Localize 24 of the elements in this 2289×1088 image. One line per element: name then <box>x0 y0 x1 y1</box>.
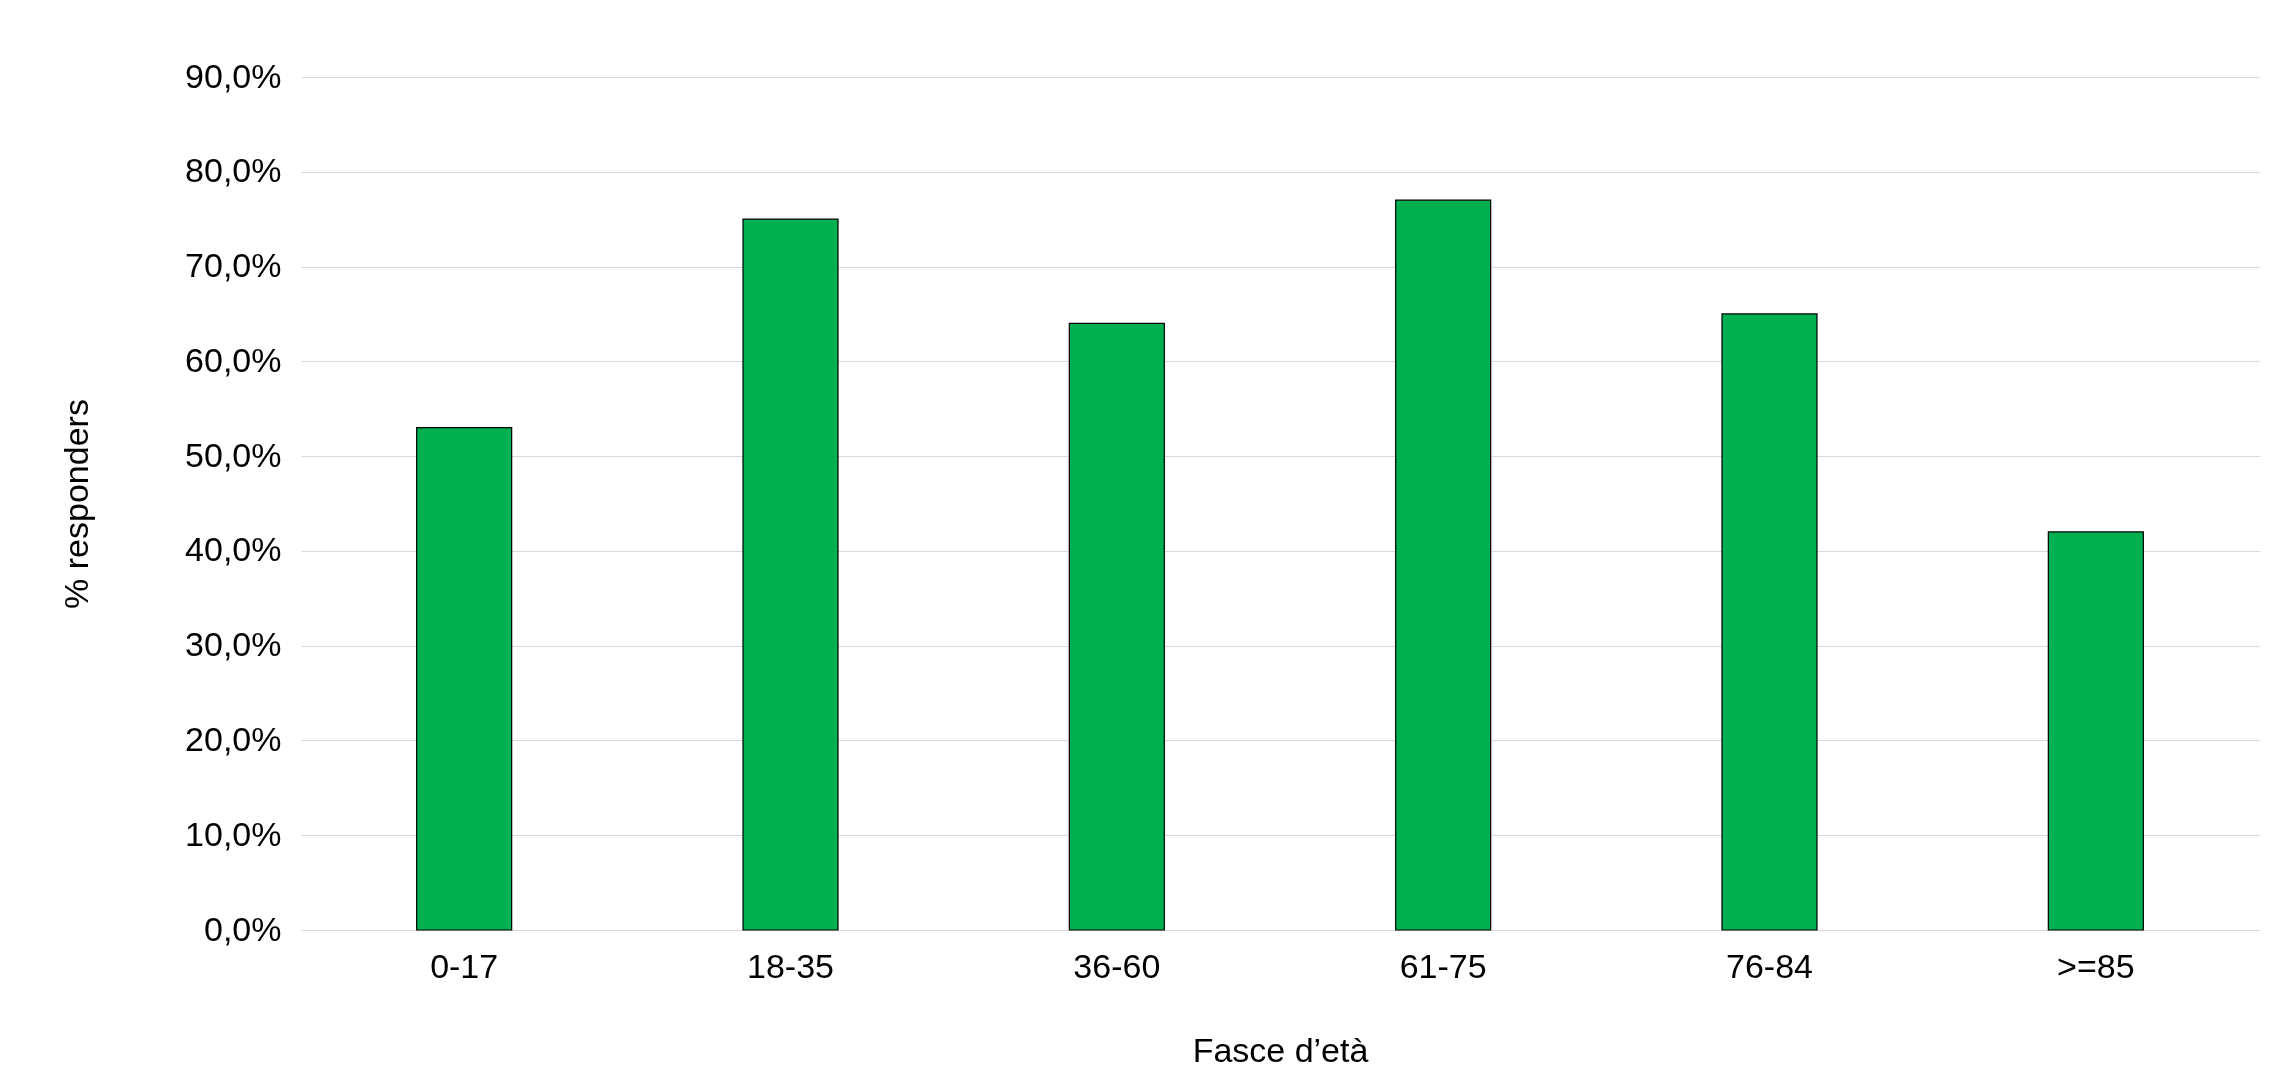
y-tick-label: 30,0% <box>185 625 282 664</box>
bar <box>1068 322 1165 931</box>
x-tick-label: 0-17 <box>430 946 499 985</box>
bar <box>416 427 513 931</box>
y-tick-label: 80,0% <box>185 151 282 190</box>
y-tick-label: 20,0% <box>185 719 282 758</box>
x-tick-label: >=85 <box>2057 946 2135 985</box>
y-axis-title: % responders <box>57 399 96 609</box>
y-tick-label: 10,0% <box>185 814 282 853</box>
x-axis-title: Fasce d’età <box>1192 1030 1369 1069</box>
y-tick-label: 0,0% <box>204 909 282 948</box>
x-tick-label: 76-84 <box>1726 946 1813 985</box>
x-tick-label: 18-35 <box>747 946 834 985</box>
y-tick-label: 90,0% <box>185 56 282 95</box>
y-tick-label: 60,0% <box>185 340 282 379</box>
bar <box>1721 313 1818 931</box>
y-tick-label: 40,0% <box>185 530 282 569</box>
y-tick-label: 70,0% <box>185 246 282 285</box>
bar <box>2047 531 2144 931</box>
y-tick-label: 50,0% <box>185 435 282 474</box>
bar <box>742 218 839 931</box>
x-tick-label: 61-75 <box>1399 946 1487 985</box>
bar <box>1395 199 1492 931</box>
x-tick-label: 36-60 <box>1073 946 1161 985</box>
